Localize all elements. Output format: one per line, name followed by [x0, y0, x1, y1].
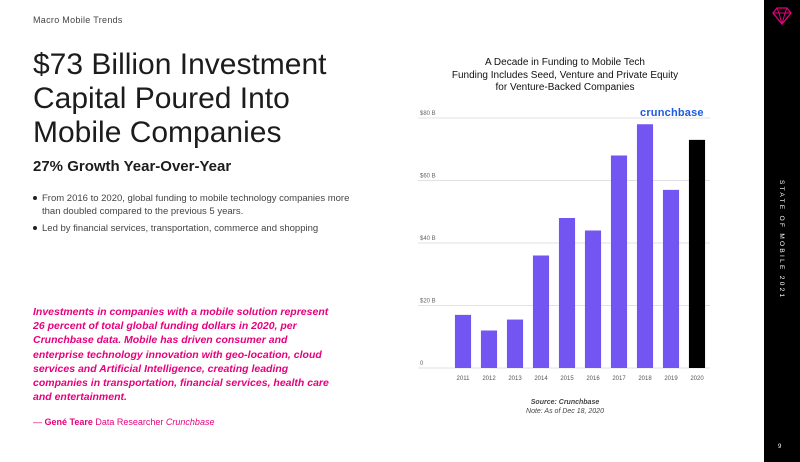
bar-2014: [532, 255, 550, 368]
x-tick-label: 2019: [664, 376, 678, 382]
chart-title: A Decade in Funding to Mobile Tech Fundi…: [400, 57, 730, 95]
bullet-item: Led by financial services, transportatio…: [33, 222, 353, 235]
x-tick-label: 2015: [560, 376, 574, 382]
gem-logo-icon: [772, 7, 792, 26]
x-tick-label: 2020: [690, 376, 704, 382]
source-text: Source: Crunchbase: [530, 399, 600, 406]
y-tick-label: $80 B: [420, 111, 436, 117]
chart-title-line: A Decade in Funding to Mobile Tech: [485, 57, 645, 68]
x-tick-label: 2016: [586, 376, 600, 382]
page-number: 9: [778, 444, 782, 450]
bar-2017: [610, 155, 628, 368]
attribution-role: Data Researcher: [92, 417, 166, 427]
y-tick-label: $60 B: [420, 174, 436, 180]
x-tick-label: 2012: [482, 376, 496, 382]
bar-2020: [688, 139, 706, 368]
bar-chart: 0 $20 B $40 B $60 B $80 B 2011 2012 2013 2014 201…: [418, 111, 710, 382]
crunchbase-logo: crunchbase: [640, 107, 704, 119]
x-tick-label: 2011: [457, 376, 471, 382]
y-tick-label: 0: [420, 361, 424, 367]
bar-2012: [480, 330, 498, 368]
attribution-dash: —: [33, 417, 45, 427]
x-tick-label: 2018: [638, 376, 652, 382]
y-tick-label: $20 B: [420, 299, 436, 305]
bar-2016: [584, 230, 602, 368]
note-text: Note: As of Dec 18, 2020: [526, 408, 604, 415]
x-tick-label: 2014: [534, 376, 548, 382]
quote-text: Investments in companies with a mobile s…: [33, 306, 329, 404]
quote-attribution: — Gené Teare Data Researcher Crunchbase: [33, 417, 214, 427]
attribution-company: Crunchbase: [165, 417, 215, 427]
x-tick-label: 2017: [612, 376, 626, 382]
bar-2013: [506, 319, 524, 368]
sidebar-text: STATE OF MOBILE 2021: [778, 180, 785, 300]
bar-2011: [454, 314, 472, 368]
attribution-author: Gené Teare: [44, 417, 93, 427]
bullet-list: From 2016 to 2020, global funding to mob…: [33, 192, 353, 239]
y-tick-label: $40 B: [420, 236, 436, 242]
bar-2019: [662, 189, 680, 368]
section-label: Macro Mobile Trends: [33, 15, 123, 25]
chart-title-line: for Venture-Backed Companies: [495, 82, 635, 93]
chart-title-line: Funding Includes Seed, Venture and Priva…: [451, 69, 679, 81]
sidebar: STATE OF MOBILE 2021 9: [764, 0, 800, 462]
x-tick-label: 2013: [508, 376, 522, 382]
subhead: 27% Growth Year-Over-Year: [33, 158, 232, 175]
bar-2018: [636, 124, 654, 368]
bullet-item: From 2016 to 2020, global funding to mob…: [33, 192, 353, 218]
chart-source: Source: Crunchbase Note: As of Dec 18, 2…: [480, 398, 650, 416]
bar-2015: [558, 218, 576, 368]
headline: $73 Billion Investment Capital Poured In…: [33, 48, 327, 149]
